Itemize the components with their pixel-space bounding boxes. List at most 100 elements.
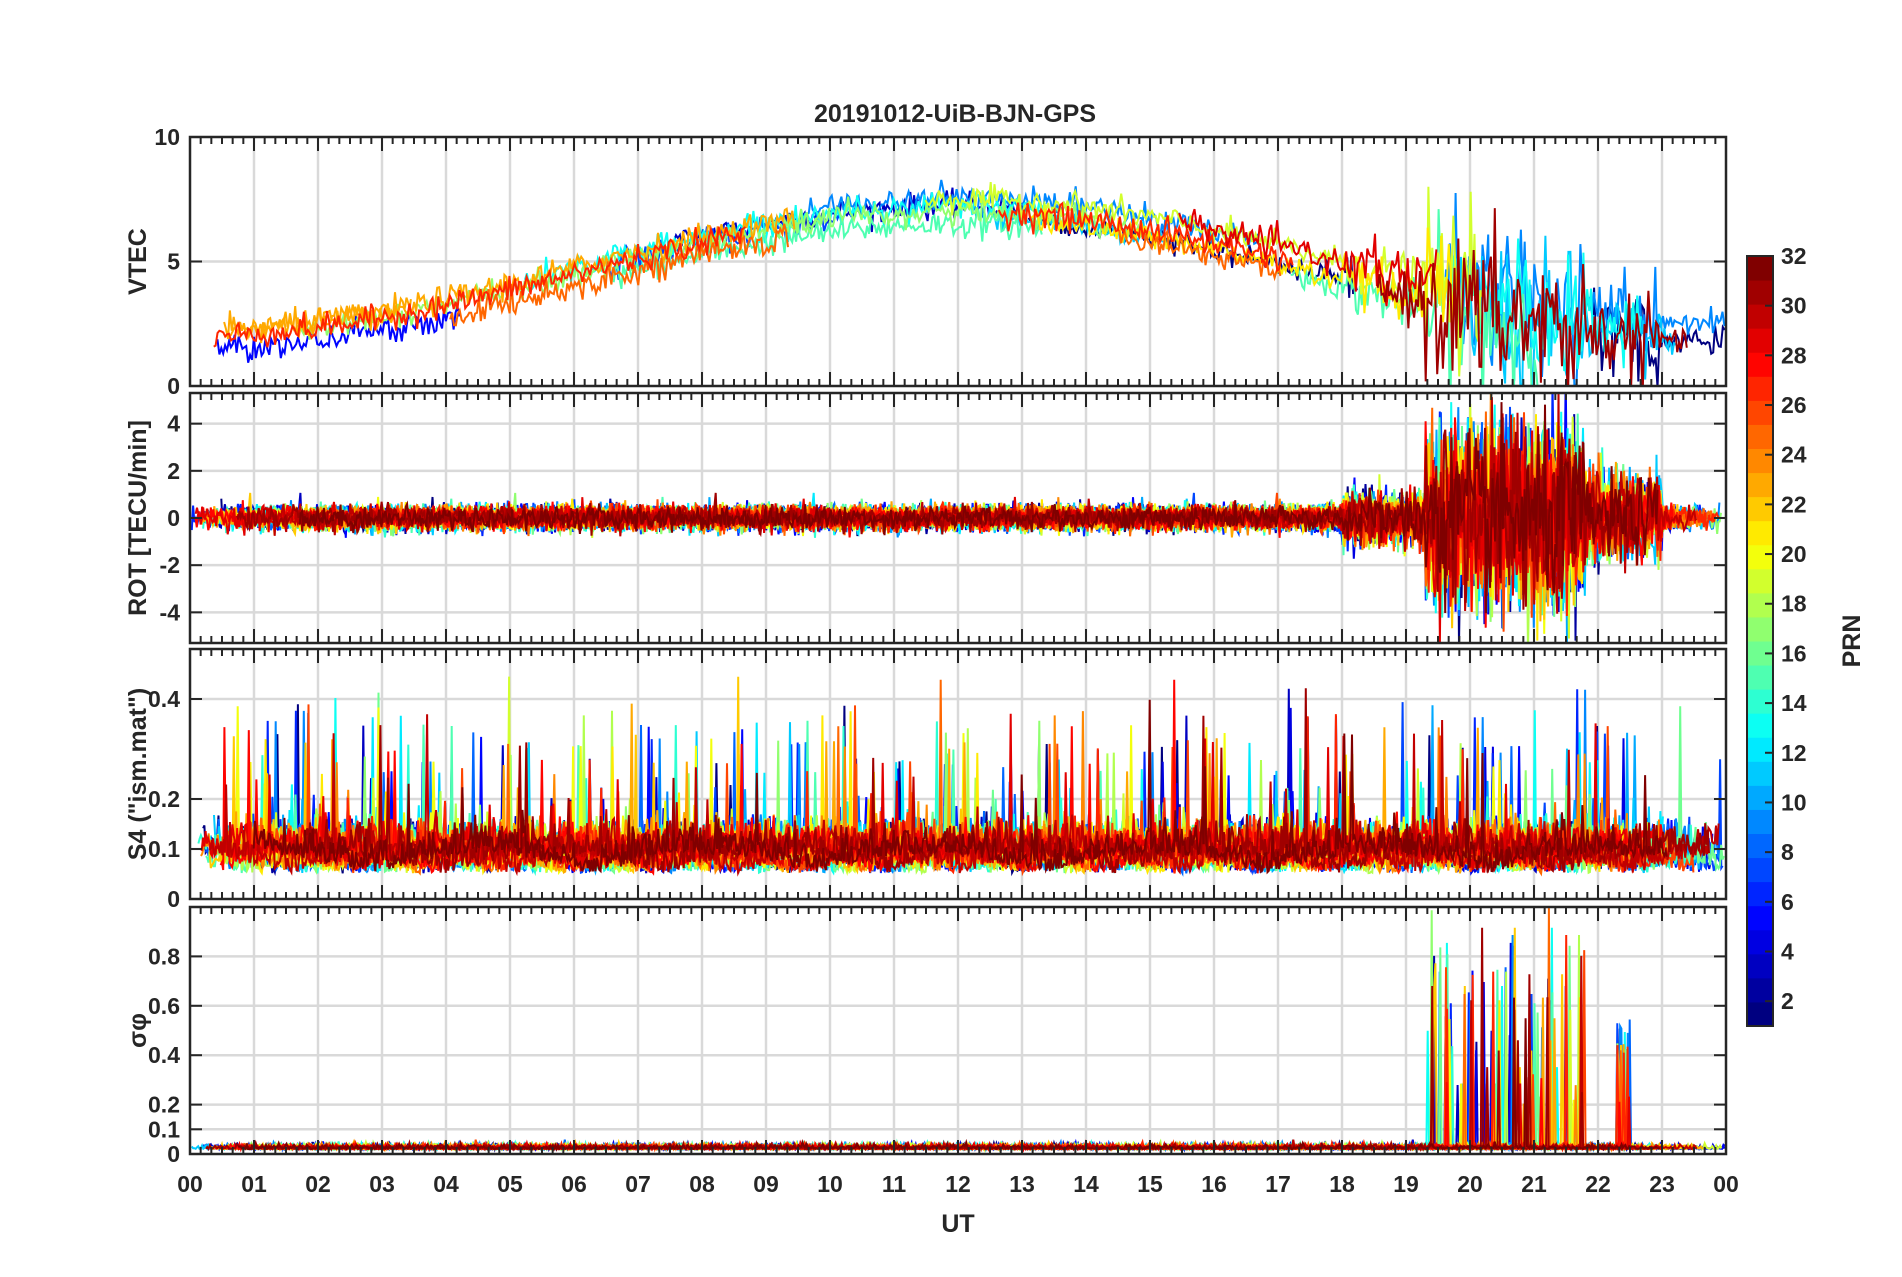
colorbar-tick-label: 16 — [1781, 640, 1807, 666]
x-tick-label: 16 — [1201, 1171, 1227, 1197]
series-prn-11 — [190, 1083, 1602, 1153]
series-prn-15 — [254, 953, 1629, 1152]
colorbar-swatch — [1747, 568, 1773, 594]
x-tick-label: 12 — [945, 1171, 971, 1197]
x-tick-label: 18 — [1329, 1171, 1355, 1197]
colorbar-swatch — [1747, 328, 1773, 353]
y-axis-label: σφ — [124, 1013, 152, 1048]
x-tick-label: 20 — [1457, 1171, 1483, 1197]
colorbar-swatch — [1747, 785, 1773, 810]
x-tick-label: 03 — [369, 1171, 395, 1197]
colorbar-swatch — [1747, 376, 1773, 401]
series-prn-29 — [1178, 208, 1438, 307]
x-tick-label: 10 — [817, 1171, 843, 1197]
series-prn-7 — [275, 945, 1651, 1153]
colorbar-swatch — [1747, 809, 1773, 834]
colorbar-tick-label: 4 — [1781, 938, 1794, 964]
figure-title: 20191012-UiB-BJN-GPS — [814, 100, 1096, 128]
colorbar-frame — [1746, 255, 1774, 1027]
y-axis-label: S4 ("ism.mat") — [124, 688, 152, 860]
y-tick-label: 0 — [167, 886, 180, 912]
colorbar-tick-label: 2 — [1781, 988, 1794, 1014]
colorbar-swatch — [1747, 833, 1773, 859]
y-tick-label: 0.6 — [148, 993, 180, 1019]
colorbar-swatch — [1747, 592, 1773, 618]
y-tick-label: 2 — [167, 458, 180, 484]
series-prn-15 — [612, 208, 1043, 290]
y-tick-label: 0 — [167, 373, 180, 399]
x-tick-label: 17 — [1265, 1171, 1291, 1197]
x-tick-label: 08 — [689, 1171, 715, 1197]
y-tick-label: 0 — [167, 1141, 180, 1167]
x-axis: 00 01 02 03 04 05 06 07 08 09 10 11 12 13 14 15 16 17 18 19… — [177, 1171, 1739, 1238]
colorbar-tick-label: 20 — [1781, 541, 1807, 567]
y-tick-label: 10 — [154, 124, 180, 150]
colorbar-tick-label: 26 — [1781, 392, 1807, 418]
series-prn-9 — [202, 934, 1631, 1153]
y-tick-label: 0.8 — [148, 943, 180, 969]
x-tick-label: 13 — [1009, 1171, 1035, 1197]
series-prn-5 — [216, 306, 461, 363]
colorbar-swatch — [1747, 304, 1773, 329]
colorbar-swatch — [1747, 953, 1773, 979]
colorbar-swatch — [1747, 544, 1773, 570]
colorbar-swatch — [1747, 520, 1773, 546]
x-minor-ticks — [189, 649, 1727, 899]
colorbar-tick-label: 12 — [1781, 740, 1807, 766]
series-prn-27 — [213, 225, 747, 348]
panel-S4: 0 0.1 0.2 0.4S4 ("ism.mat") — [124, 647, 1728, 912]
colorbar-swatch — [1747, 929, 1773, 955]
series-prn-26 — [279, 950, 1627, 1153]
series-prn-25 — [449, 223, 789, 327]
series-group — [190, 393, 1722, 643]
y-tick-label: 0.2 — [148, 1092, 180, 1118]
x-tick-label: 01 — [241, 1171, 267, 1197]
series-prn-13 — [1480, 238, 1642, 381]
colorbar-swatch — [1747, 857, 1773, 883]
panel-VTEC: 0 5 10 VTEC — [124, 124, 1728, 399]
series-prn-12 — [245, 955, 1613, 1153]
colorbar-tick-label: 30 — [1781, 293, 1807, 319]
colorbar-tick-label: 14 — [1781, 690, 1807, 716]
colorbar-tick-label: 28 — [1781, 342, 1807, 368]
colorbar-label: PRN — [1838, 615, 1866, 668]
colorbar-tick-label: 6 — [1781, 889, 1794, 915]
colorbar-swatch — [1747, 424, 1773, 449]
colorbar-tick-label: 18 — [1781, 591, 1807, 617]
colorbar-swatch — [1747, 496, 1773, 522]
series-prn-31 — [205, 927, 1624, 1152]
y-axis-label: ROT [TECU/min] — [124, 420, 152, 616]
x-tick-label: 11 — [882, 1171, 907, 1197]
series-prn-3 — [204, 1000, 1615, 1153]
x-tick-label: 19 — [1393, 1171, 1419, 1197]
colorbar-swatch — [1747, 713, 1773, 738]
x-tick-label: 02 — [305, 1171, 331, 1197]
series-group — [213, 179, 1726, 386]
y-tick-label: 5 — [167, 249, 180, 275]
series-prn-2 — [222, 955, 1634, 1153]
x-tick-label: 23 — [1649, 1171, 1675, 1197]
y-tick-label: 0.1 — [148, 836, 180, 862]
x-tick-label: 09 — [753, 1171, 779, 1197]
y-tick-label: 0.2 — [148, 786, 180, 812]
x-tick-label: 00 — [177, 1171, 203, 1197]
panel-sigma_phi: 00.10.2 0.4 0.6 0.8 σφ — [124, 905, 1728, 1167]
colorbar-swatch — [1747, 905, 1773, 931]
series-prn-16 — [240, 945, 1654, 1153]
colorbar-swatch — [1747, 472, 1773, 498]
colorbar-swatch — [1747, 280, 1773, 305]
x-tick-label: 14 — [1073, 1171, 1099, 1197]
series-prn-6 — [239, 992, 1626, 1152]
y-tick-label: 0.4 — [148, 686, 180, 712]
x-tick-label: 15 — [1137, 1171, 1163, 1197]
x-minor-ticks — [189, 137, 1727, 386]
colorbar-swatch — [1747, 256, 1773, 281]
series-prn-32 — [237, 997, 1661, 1153]
x-tick-label: 00 — [1713, 1171, 1739, 1197]
series-prn-8 — [276, 967, 1693, 1153]
y-tick-label: 0.4 — [148, 1042, 180, 1068]
series-prn-31 — [302, 688, 1710, 874]
y-tick-label: 0 — [167, 505, 180, 531]
